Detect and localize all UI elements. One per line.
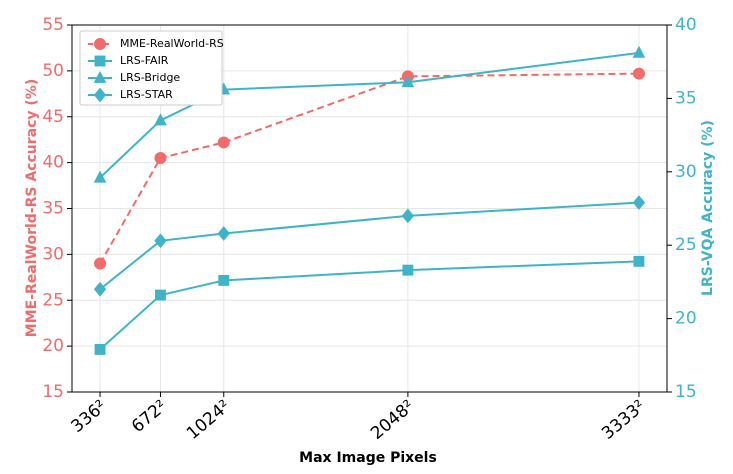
- x-tick-label: 3333²: [598, 396, 649, 444]
- series-line: [99, 72, 639, 265]
- y-tick-label: 25: [42, 290, 64, 310]
- x-axis-label: Max Image Pixels: [299, 450, 437, 466]
- point: [94, 343, 106, 355]
- y-tick-label: 20: [42, 336, 64, 356]
- y2-tick-label: 25: [675, 235, 697, 255]
- y2-tick-label: 35: [675, 88, 697, 108]
- point: [401, 75, 415, 88]
- x-tick-label: 1024²: [183, 396, 234, 444]
- point: [633, 255, 645, 267]
- y-tick-label: 40: [42, 153, 64, 173]
- legend-marker: [94, 55, 106, 67]
- point: [217, 226, 230, 241]
- legend-box: [79, 30, 223, 106]
- x-tick-label: 2048²: [367, 396, 418, 444]
- y-tick-label: 50: [42, 61, 64, 81]
- y-axis-label: MME-RealWorld-RS Accuracy (%): [24, 79, 40, 337]
- y-tick-label: 45: [42, 107, 64, 127]
- point: [93, 170, 107, 183]
- legend-label: LRS-FAIR: [120, 54, 169, 67]
- legend-label: MME-RealWorld-RS: [120, 37, 224, 50]
- y2-tick-label: 40: [675, 15, 697, 35]
- point: [402, 264, 414, 276]
- series-line: [99, 260, 639, 351]
- y2-tick-label: 30: [675, 162, 697, 182]
- point: [632, 195, 646, 211]
- point: [218, 274, 230, 286]
- y-tick-label: 30: [42, 244, 64, 264]
- y2-axis-label: LRS-VQA Accuracy (%): [700, 120, 716, 296]
- legend-marker: [94, 38, 106, 50]
- point: [94, 257, 107, 270]
- x-tick-label: 672²: [128, 396, 171, 437]
- point: [401, 208, 415, 224]
- point: [93, 281, 107, 297]
- y2-tick-label: 15: [675, 382, 697, 402]
- legend-marker: [93, 87, 107, 103]
- point: [155, 289, 166, 301]
- y2-tick-label: 20: [675, 309, 697, 329]
- point: [632, 67, 645, 80]
- legend-marker: [93, 70, 107, 83]
- x-tick-label: 336²: [68, 396, 111, 437]
- point: [632, 45, 646, 58]
- point: [154, 233, 167, 249]
- legend-label: LRS-Bridge: [120, 71, 180, 84]
- series-line: [99, 201, 640, 291]
- point: [154, 152, 167, 165]
- point: [217, 136, 230, 149]
- y-tick-label: 55: [42, 15, 64, 35]
- legend-label: LRS-STAR: [120, 88, 173, 101]
- point: [154, 113, 167, 126]
- y-tick-label: 35: [42, 199, 64, 219]
- y-tick-label: 15: [42, 382, 64, 402]
